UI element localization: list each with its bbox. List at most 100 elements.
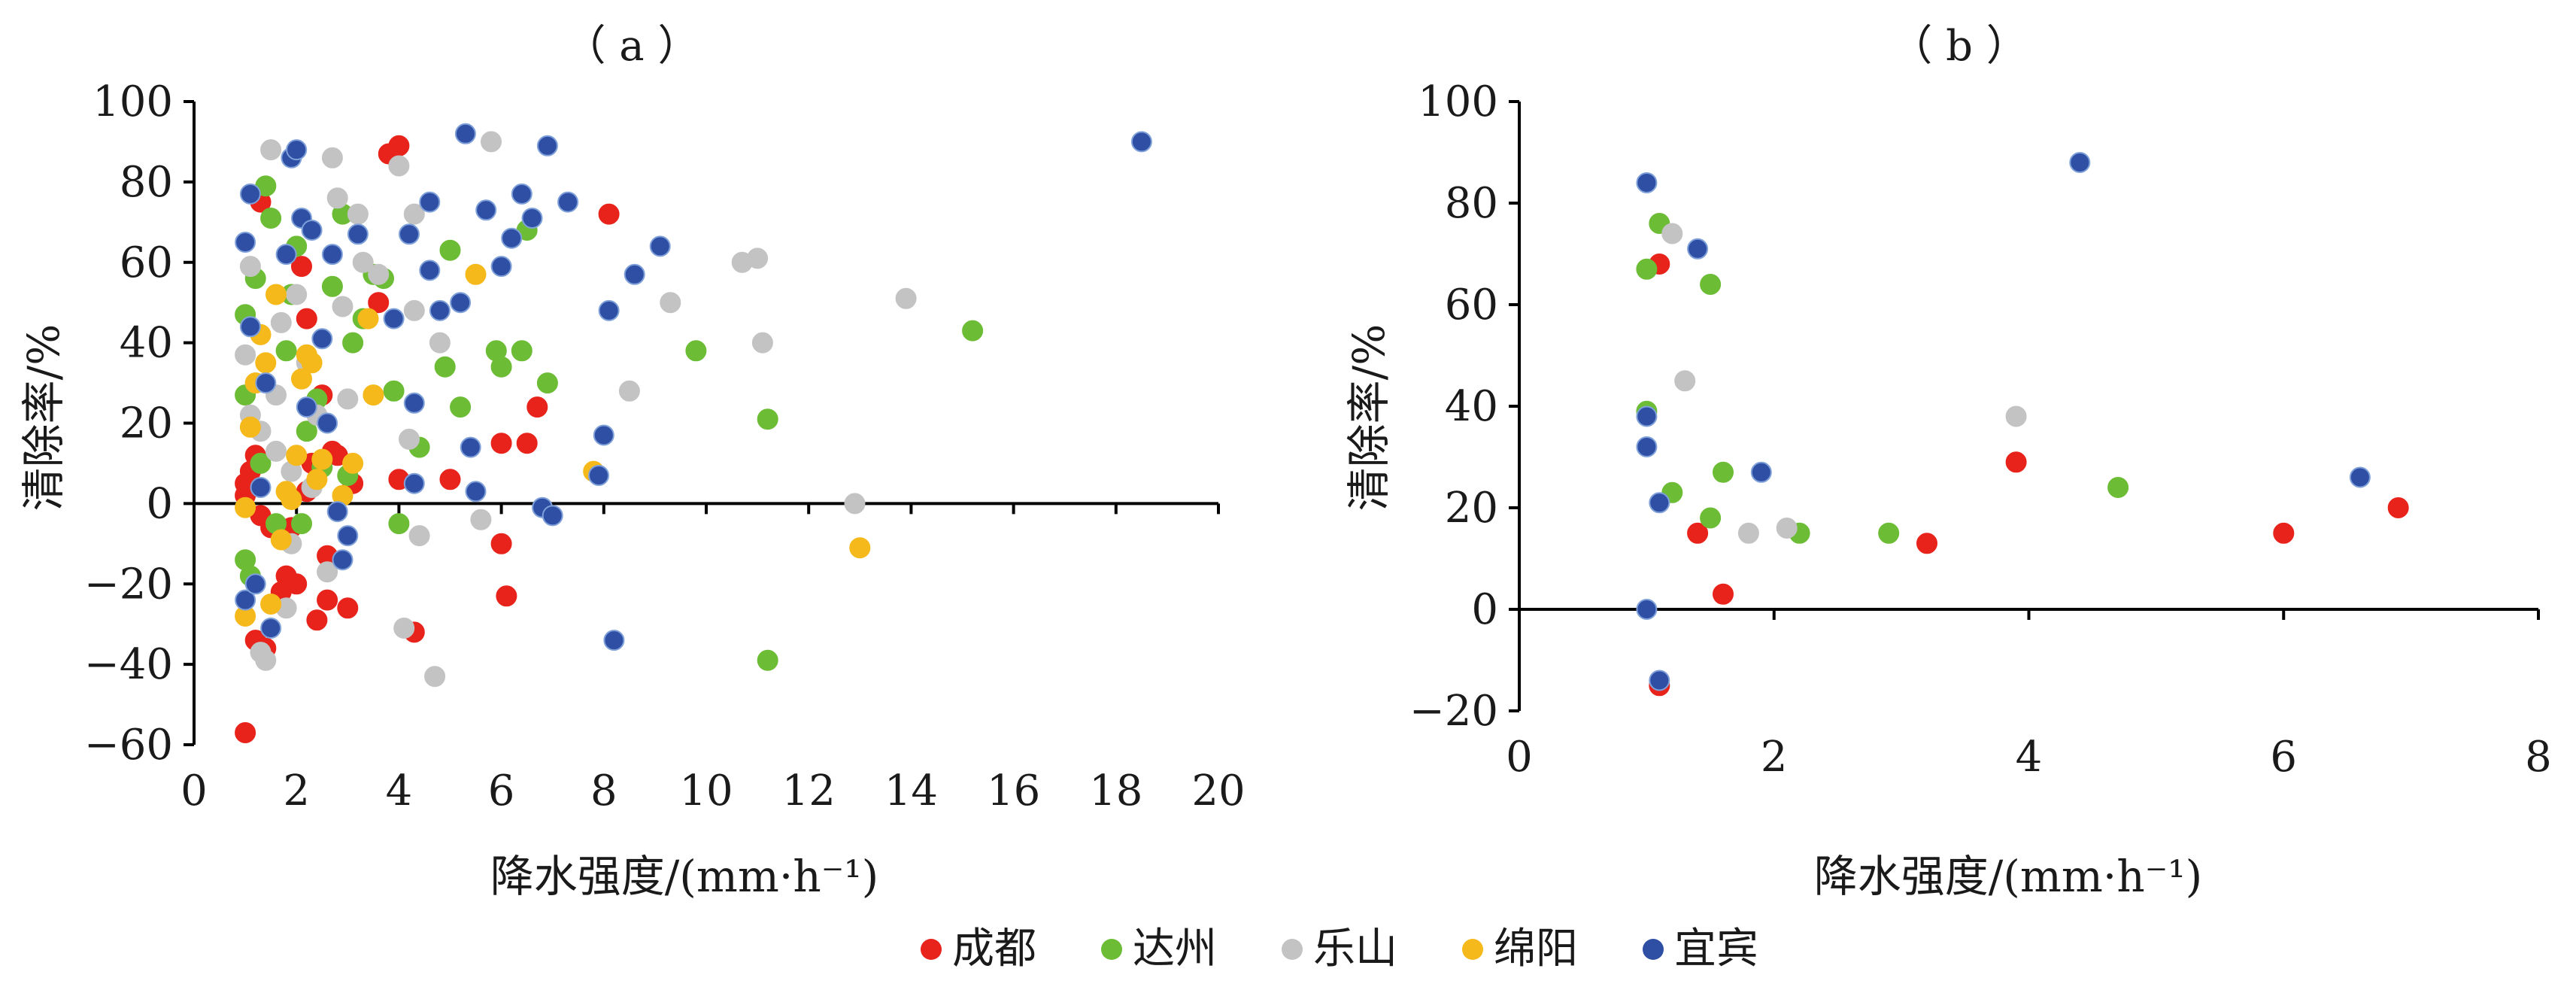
legend-marker	[1101, 939, 1122, 960]
data-point	[399, 223, 420, 245]
data-point	[403, 203, 425, 225]
legend-label: 乐山	[1313, 925, 1397, 973]
panel-a-series-绵阳	[235, 263, 871, 627]
data-point	[475, 199, 497, 221]
data-point	[429, 332, 451, 354]
data-point	[1776, 518, 1798, 539]
data-point	[255, 649, 277, 671]
data-point	[393, 618, 415, 639]
data-point	[542, 505, 563, 527]
data-point	[598, 299, 620, 321]
data-point	[286, 445, 308, 466]
data-point	[460, 436, 481, 458]
panel-b-xlabel: 降水强度/(mm·h⁻¹)	[1814, 851, 2202, 902]
data-point	[1737, 522, 1759, 544]
data-point	[403, 299, 425, 321]
data-point	[301, 352, 323, 374]
data-point	[465, 481, 487, 503]
data-point	[235, 232, 256, 253]
data-point	[337, 525, 359, 547]
panel-a-series-宜宾	[235, 123, 1152, 651]
data-point	[260, 618, 282, 639]
panel-a-y-tick-label: 80	[120, 158, 173, 207]
data-point	[326, 187, 348, 209]
data-point	[1674, 370, 1696, 392]
data-point	[403, 392, 425, 414]
data-point	[291, 256, 312, 278]
data-point	[383, 308, 405, 329]
panel-b-ylabel: 清除率/%	[1343, 324, 1394, 512]
data-point	[2069, 152, 2091, 173]
data-point	[317, 561, 338, 583]
panel-a-y-tick-label: −20	[84, 560, 173, 609]
data-point	[281, 489, 302, 510]
data-point	[383, 380, 405, 402]
data-point	[321, 275, 343, 297]
panel-a-x-tick-label: 16	[987, 767, 1040, 815]
data-point	[363, 384, 384, 406]
data-point	[490, 433, 512, 454]
data-point	[311, 328, 333, 350]
data-point	[260, 139, 282, 161]
panel-a-x-tick-label: 6	[488, 767, 515, 815]
data-point	[260, 208, 282, 229]
data-point	[270, 529, 292, 551]
panel-a-y-tick-label: 100	[93, 77, 173, 126]
data-point	[357, 308, 379, 329]
data-point	[1687, 522, 1709, 544]
data-point	[265, 440, 287, 462]
panel-a-x-tick-label: 10	[679, 767, 733, 815]
data-point	[618, 380, 640, 402]
panel-a-x-tick-label: 12	[782, 767, 836, 815]
data-point	[521, 208, 543, 229]
data-point	[332, 296, 353, 317]
data-point	[235, 722, 256, 743]
data-point	[849, 537, 871, 559]
data-point	[419, 260, 441, 281]
data-point	[255, 372, 277, 394]
data-point	[751, 332, 773, 354]
data-point	[1636, 436, 1658, 457]
data-point	[490, 256, 512, 278]
data-point	[2107, 477, 2129, 498]
data-point	[1878, 522, 1900, 544]
legend-marker	[1282, 939, 1303, 960]
data-point	[598, 203, 620, 225]
data-point	[685, 340, 707, 362]
data-point	[536, 135, 558, 156]
data-point	[588, 465, 609, 486]
data-point	[1636, 405, 1658, 427]
data-point	[296, 421, 317, 442]
data-point	[408, 525, 430, 547]
data-point	[2349, 466, 2371, 488]
data-point	[757, 408, 778, 430]
data-point	[526, 396, 548, 418]
panel-a-x-tick-label: 14	[884, 767, 938, 815]
panel-a-xlabel: 降水强度/(mm·h⁻¹)	[490, 851, 878, 902]
panel-b-x-tick-label: 6	[2270, 733, 2297, 782]
panel-a-x-tick-label: 8	[590, 767, 617, 815]
data-point	[962, 320, 984, 342]
data-point	[270, 311, 292, 333]
data-point	[275, 340, 297, 362]
data-point	[275, 244, 297, 266]
panel-b-series-宜宾	[1636, 152, 2371, 691]
data-point	[2005, 451, 2027, 473]
panel-a-series-成都	[235, 135, 620, 743]
legend-label: 达州	[1133, 925, 1217, 973]
data-point	[1130, 131, 1152, 153]
data-point	[1636, 258, 1658, 280]
data-point	[352, 251, 374, 273]
data-point	[337, 597, 359, 619]
data-point	[757, 649, 778, 671]
data-point	[511, 340, 532, 362]
data-point	[490, 533, 512, 554]
data-point	[649, 235, 671, 257]
data-point	[481, 131, 502, 153]
data-point	[291, 513, 312, 535]
data-point	[321, 147, 343, 169]
panel-b-series-达州	[1636, 213, 2129, 544]
panel-a-x-tick-label: 4	[386, 767, 413, 815]
data-point	[895, 287, 917, 309]
